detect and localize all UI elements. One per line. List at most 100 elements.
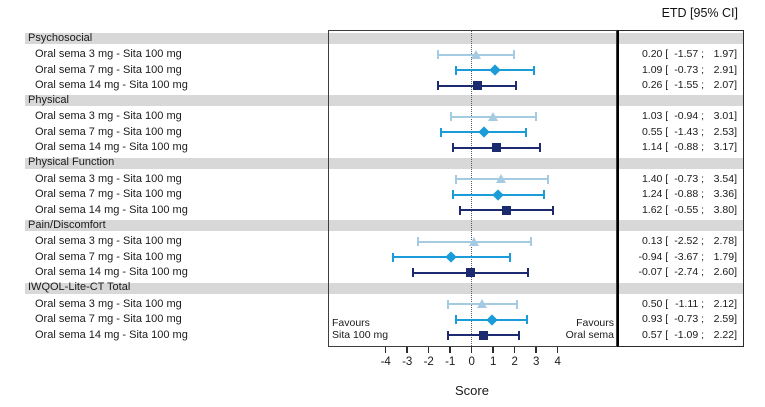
ci-cap-left: [455, 315, 457, 325]
group-label: Physical Function: [28, 156, 115, 169]
zero-reference-line: [471, 31, 472, 346]
estimate-marker-triangle: [476, 299, 487, 309]
etd-value: 1.09 [-0.73 ; 2.91]: [641, 63, 737, 76]
etd-value: 0.93 [-0.73 ; 2.59]: [641, 313, 737, 326]
estimate-marker-square: [465, 268, 475, 278]
ci-cap-left: [391, 252, 394, 262]
ci-cap-left: [458, 205, 461, 215]
x-axis-tick-label: -2: [423, 356, 434, 368]
estimate-marker-square: [472, 81, 482, 90]
row-label: Oral sema 14 mg - Sita 100 mg: [35, 203, 188, 216]
group-band: [25, 157, 744, 169]
etd-value: 1.14 [-0.88 ; 3.17]: [641, 141, 737, 154]
group-label: Psychosocial: [28, 31, 93, 44]
etd-column-box: [617, 30, 744, 347]
ci-cap-left: [446, 299, 449, 309]
row-label: Oral sema 3 mg - Sita 100 mg: [35, 297, 182, 310]
row-label: Oral sema 7 mg - Sita 100 mg: [35, 63, 182, 76]
ci-cap-right: [515, 81, 518, 90]
row-label: Oral sema 14 mg - Sita 100 mg: [35, 328, 188, 341]
row-label: Oral sema 7 mg - Sita 100 mg: [35, 250, 182, 263]
favours-left-line1: Favours: [332, 317, 370, 329]
etd-column-header: ETD [95% CI]: [661, 6, 738, 20]
group-label: Pain/Discomfort: [28, 218, 106, 231]
ci-cap-left: [451, 190, 454, 200]
etd-value: 0.20 [-1.57 ; 1.97]: [641, 48, 737, 60]
estimate-marker-triangle: [468, 236, 479, 246]
x-axis-tick-label: -1: [445, 356, 456, 368]
x-axis-title: Score: [455, 383, 489, 398]
ci-cap-left: [439, 127, 442, 137]
group-band: [25, 282, 744, 294]
row-label: Oral sema 7 mg - Sita 100 mg: [35, 313, 182, 326]
ci-cap-left: [416, 237, 419, 247]
x-axis-tick-label: 3: [532, 356, 540, 368]
x-axis-tick-label: -3: [402, 356, 413, 368]
x-axis-tick-label: 1: [489, 356, 497, 368]
x-axis-tick: [556, 347, 559, 353]
favours-right-line1: Favours: [576, 317, 614, 329]
ci-cap-left: [455, 65, 457, 75]
x-axis-tick: [470, 347, 473, 353]
estimate-marker-square: [491, 143, 501, 153]
ci-cap-right: [535, 112, 538, 122]
estimate-marker-triangle: [496, 174, 507, 184]
ci-cap-right: [542, 190, 545, 200]
plot-area-box: [328, 30, 617, 347]
ci-cap-right: [513, 50, 516, 59]
etd-value: 0.50 [-1.11 ; 2.12]: [641, 297, 737, 310]
group-label: Physical: [28, 93, 69, 106]
group-band: [25, 220, 744, 232]
estimate-marker-square: [502, 205, 512, 215]
etd-value: -0.07 [-2.74 ; 2.60]: [638, 266, 737, 279]
etd-value: 1.03 [-0.94 ; 3.01]: [641, 110, 737, 123]
estimate-marker-triangle: [470, 49, 481, 59]
favours-left-line2: Sita 100 mg: [332, 329, 389, 341]
ci-cap-left: [455, 174, 457, 184]
ci-cap-right: [525, 127, 528, 137]
row-label: Oral sema 7 mg - Sita 100 mg: [35, 125, 182, 138]
ci-cap-right: [509, 252, 512, 262]
favours-right-label: Favours Oral sema: [514, 317, 614, 341]
ci-cap-right: [546, 174, 549, 184]
row-label: Oral sema 3 mg - Sita 100 mg: [35, 172, 182, 185]
ci-cap-right: [530, 237, 533, 247]
x-axis-tick-label: -4: [380, 356, 391, 368]
row-label: Oral sema 7 mg - Sita 100 mg: [35, 188, 182, 201]
x-axis-tick: [384, 347, 387, 353]
row-label: Oral sema 3 mg - Sita 100 mg: [35, 110, 182, 123]
row-label: Oral sema 3 mg - Sita 100 mg: [35, 48, 182, 60]
favours-right-line2: Oral sema: [565, 329, 614, 341]
ci-cap-right: [518, 330, 521, 340]
ci-cap-right: [552, 205, 555, 215]
x-axis-tick: [535, 347, 537, 353]
ci-cap-left: [451, 143, 454, 153]
group-band: [25, 95, 744, 107]
x-axis-tick: [449, 347, 451, 353]
x-axis-tick: [492, 347, 494, 353]
estimate-marker-square: [479, 330, 489, 340]
group-band: [25, 33, 744, 44]
x-axis-tick-label: 0: [468, 356, 475, 368]
ci-cap-left: [447, 330, 450, 340]
x-axis-tick: [513, 347, 516, 353]
x-axis-tick-label: 2: [511, 356, 518, 368]
etd-value: 0.13 [-2.52 ; 2.78]: [641, 235, 737, 248]
etd-value: 1.62 [-0.55 ; 3.80]: [641, 203, 737, 216]
etd-value: 0.26 [-1.55 ; 2.07]: [641, 79, 737, 91]
row-label: Oral sema 14 mg - Sita 100 mg: [35, 141, 188, 154]
favours-left-label: Favours Sita 100 mg: [332, 317, 388, 341]
ci-cap-left: [436, 50, 439, 59]
ci-cap-right: [526, 315, 529, 325]
x-axis-tick: [406, 347, 408, 353]
ci-cap-left: [411, 268, 414, 278]
row-label: Oral sema 14 mg - Sita 100 mg: [35, 266, 188, 279]
etd-value: 1.24 [-0.88 ; 3.36]: [641, 188, 737, 201]
etd-value: 0.55 [-1.43 ; 2.53]: [641, 125, 737, 138]
x-axis-tick: [427, 347, 430, 353]
row-label: Oral sema 3 mg - Sita 100 mg: [35, 235, 182, 248]
x-axis-tick-label: 4: [554, 356, 561, 368]
etd-value: -0.94 [-3.67 ; 1.79]: [638, 250, 737, 263]
ci-cap-left: [450, 112, 453, 122]
